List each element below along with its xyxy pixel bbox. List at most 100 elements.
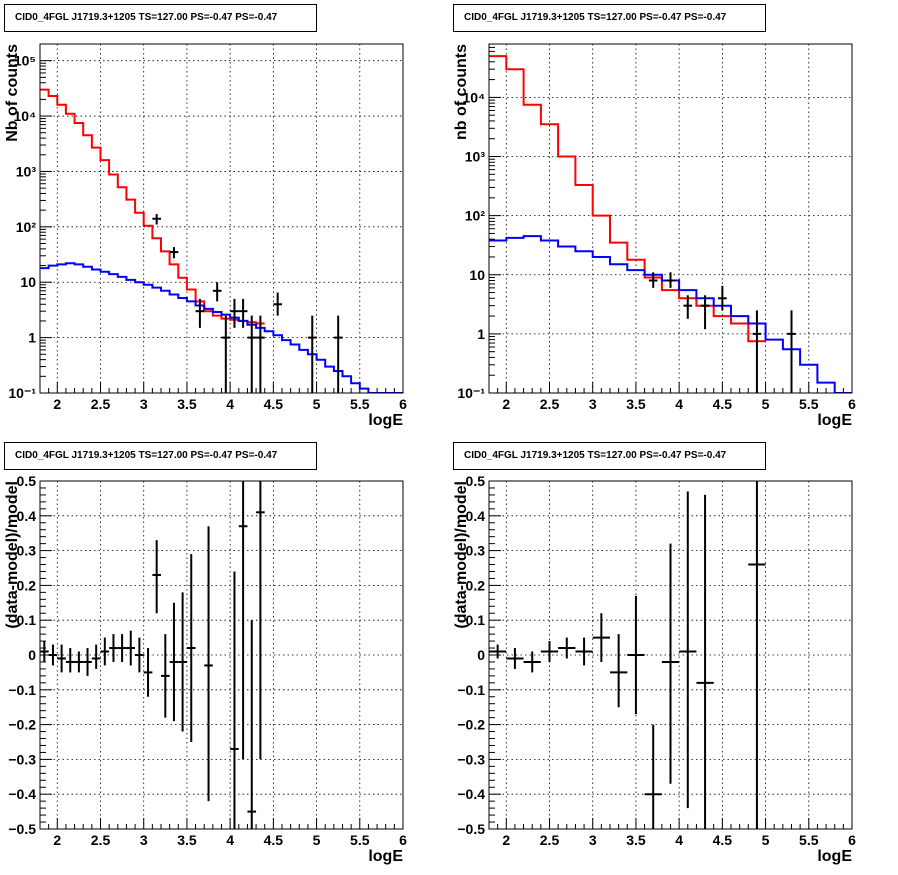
y-tick-label: 0.3 [17, 543, 37, 559]
data-point [238, 481, 248, 760]
data-point [195, 298, 205, 328]
data-point [787, 310, 796, 393]
data-point [221, 315, 231, 393]
x-tick-label: 3 [589, 396, 597, 412]
data-point [135, 637, 144, 673]
data-point [748, 481, 766, 829]
data-point [661, 543, 680, 784]
data-point [307, 315, 317, 393]
y-tick-label: 10³ [16, 163, 37, 179]
data-point [204, 526, 213, 802]
x-tick-label: 3 [140, 396, 148, 412]
y-axis-label: (data-model)/model [453, 481, 470, 629]
plot-data [40, 481, 265, 829]
x-tick-label: 3 [140, 832, 148, 848]
pad-residuals-right: 2 2.5 3 3.5 4 4.5 5 5.5 6 −0.5 −0.4 −0.3 −0.2 −0.1 0 0.… [449, 438, 898, 875]
data-point [117, 634, 127, 662]
data-point [57, 644, 66, 673]
x-tick-label: 2 [502, 832, 510, 848]
data-point [683, 295, 693, 319]
data-point [610, 634, 628, 708]
y-tick-label: 10² [465, 208, 486, 224]
data-point [256, 481, 265, 760]
x-tick-label: 4 [226, 396, 234, 412]
y-tick-label: −0.2 [8, 717, 36, 733]
data-point [523, 651, 541, 673]
step-series [489, 55, 766, 343]
data-point [592, 613, 610, 662]
data-point [247, 315, 257, 393]
y-tick-label: −0.1 [457, 682, 485, 698]
y-tick-label: 0 [28, 647, 36, 663]
pad-counts-left: 2 2.5 3 3.5 4 4.5 5 5.5 6 10⁻¹ 1 10 10² 10³ 10⁴ 10⁵ logE… [0, 0, 448, 436]
plot-frame [488, 43, 853, 394]
y-axis-label: (data-model)/model [4, 481, 21, 629]
x-tick-label: 2 [53, 396, 61, 412]
y-tick-label: 0.4 [466, 508, 486, 524]
y-tick-label: 10⁴ [463, 89, 486, 105]
x-tick-label: 3.5 [626, 832, 646, 848]
x-tick-label: 5.5 [799, 832, 819, 848]
data-point [718, 285, 727, 311]
data-point [48, 644, 58, 666]
x-tick-label: 4.5 [713, 832, 733, 848]
y-tick-label: 0.2 [466, 577, 486, 593]
data-point [74, 651, 84, 673]
step-series [489, 235, 852, 393]
y-tick-label: 0.1 [466, 612, 486, 628]
data-point [152, 214, 161, 225]
x-tick-label: 4.5 [264, 396, 284, 412]
y-tick-label: 0.5 [17, 473, 37, 489]
y-tick-label: 10⁴ [14, 108, 37, 124]
data-point [91, 644, 101, 669]
x-tick-label: 4.5 [264, 832, 284, 848]
data-point [230, 298, 239, 328]
data-point [186, 554, 196, 742]
x-tick-label: 5.5 [350, 396, 370, 412]
y-axis-label: Nb of counts [4, 44, 21, 142]
chart-title: CID0_4FGL J1719.3+1205 TS=127.00 PS=-0.4… [4, 442, 317, 470]
data-point [696, 494, 714, 829]
plot-frame [39, 480, 404, 830]
residuals-plot-left: 2 2.5 3 3.5 4 4.5 5 5.5 6 −0.5 −0.4 −0.3 −0.2 −0.1 0 0.… [4, 473, 407, 865]
x-tick-label: 3 [589, 832, 597, 848]
data-point [126, 630, 136, 666]
data-point [752, 310, 762, 393]
x-tick-label: 5 [762, 832, 770, 848]
y-tick-label: 10⁻¹ [8, 385, 36, 401]
x-axis-label: logE [368, 412, 403, 429]
data-point [644, 724, 662, 829]
x-tick-label: 2.5 [540, 396, 560, 412]
y-tick-label: −0.4 [8, 786, 36, 802]
y-tick-label: −0.3 [457, 751, 485, 767]
x-tick-label: 6 [399, 832, 407, 848]
data-point [575, 637, 593, 666]
x-tick-label: 6 [848, 832, 856, 848]
x-tick-label: 2.5 [91, 832, 111, 848]
counts-plot-right: 2 2.5 3 3.5 4 4.5 5 5.5 6 10⁻¹ 1 10 10² 10³ 10⁴ logE nb … [453, 43, 856, 429]
y-tick-label: −0.2 [457, 717, 485, 733]
y-tick-label: 0.1 [17, 612, 37, 628]
x-tick-label: 3.5 [626, 396, 646, 412]
y-tick-label: 0.2 [17, 577, 37, 593]
data-point [109, 634, 118, 662]
y-tick-label: 10² [16, 219, 37, 235]
gridlines [489, 44, 852, 393]
x-axis-label: logE [817, 412, 852, 429]
data-point [333, 315, 343, 393]
data-point [247, 620, 257, 829]
data-point [152, 540, 161, 614]
data-point [540, 641, 559, 662]
data-point [40, 641, 49, 662]
y-tick-label: −0.1 [8, 682, 36, 698]
residuals-plot-right: 2 2.5 3 3.5 4 4.5 5 5.5 6 −0.5 −0.4 −0.3 −0.2 −0.1 0 0.… [453, 473, 856, 865]
y-tick-label: 10³ [465, 149, 486, 165]
data-point [100, 637, 110, 666]
data-point [627, 595, 645, 715]
gridlines [40, 481, 403, 829]
gridlines [40, 44, 403, 393]
x-tick-label: 5.5 [799, 396, 819, 412]
y-tick-label: 10 [469, 267, 485, 283]
x-axis-label: logE [368, 848, 403, 865]
y-tick-label: 0.4 [17, 508, 37, 524]
